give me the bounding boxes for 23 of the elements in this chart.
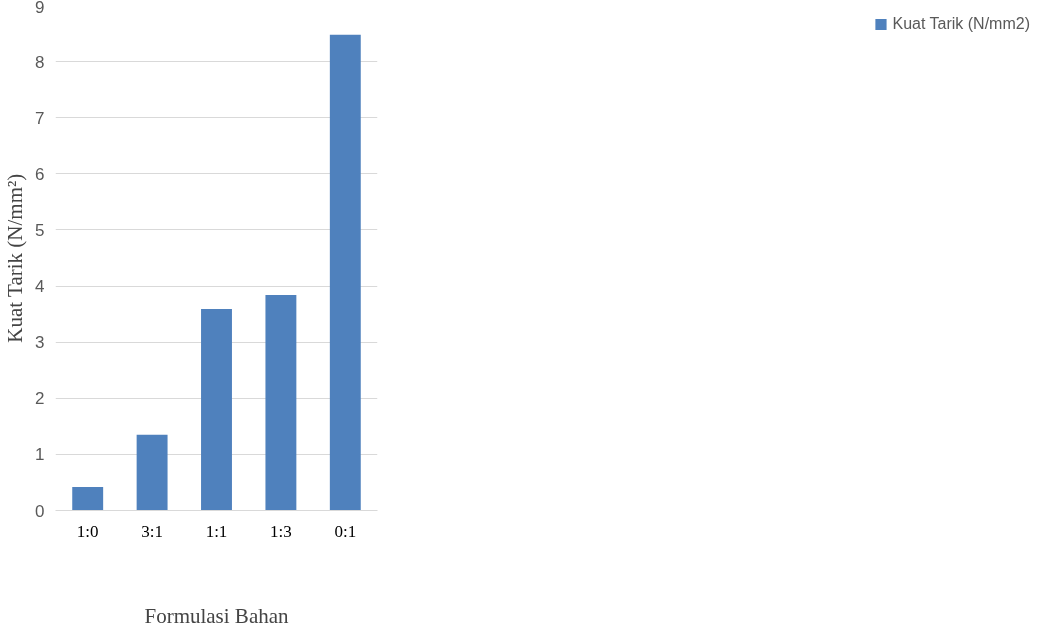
y-tick-label: 1 [35,445,45,465]
x-tick-label: 3:1 [141,521,163,541]
y-axis-title: Kuat Tarik (N/mm²) [3,173,28,343]
x-tick-label: 1:0 [76,521,99,541]
y-tick-label: 0 [35,501,45,521]
legend-label: Kuat Tarik (N/mm2) [892,15,1030,33]
y-tick-label: 2 [35,389,45,409]
bar [136,434,168,511]
x-tick-label: 1:3 [270,521,292,541]
y-tick-label: 9 [35,0,45,17]
y-tick-label: 7 [35,108,45,128]
bar [72,486,104,511]
bar [329,34,361,511]
y-tick-label: 6 [35,164,45,184]
bar [201,309,232,511]
x-tick-label: 1:1 [205,521,228,541]
y-tick-label: 8 [35,52,45,72]
y-tick-label: 3 [35,333,45,353]
y-tick-label: 5 [35,220,45,240]
bar [265,295,297,511]
y-tick-label: 4 [35,277,45,297]
x-axis-title: Formulasi Bahan [144,603,290,628]
x-tick-label: 0:1 [334,521,357,541]
